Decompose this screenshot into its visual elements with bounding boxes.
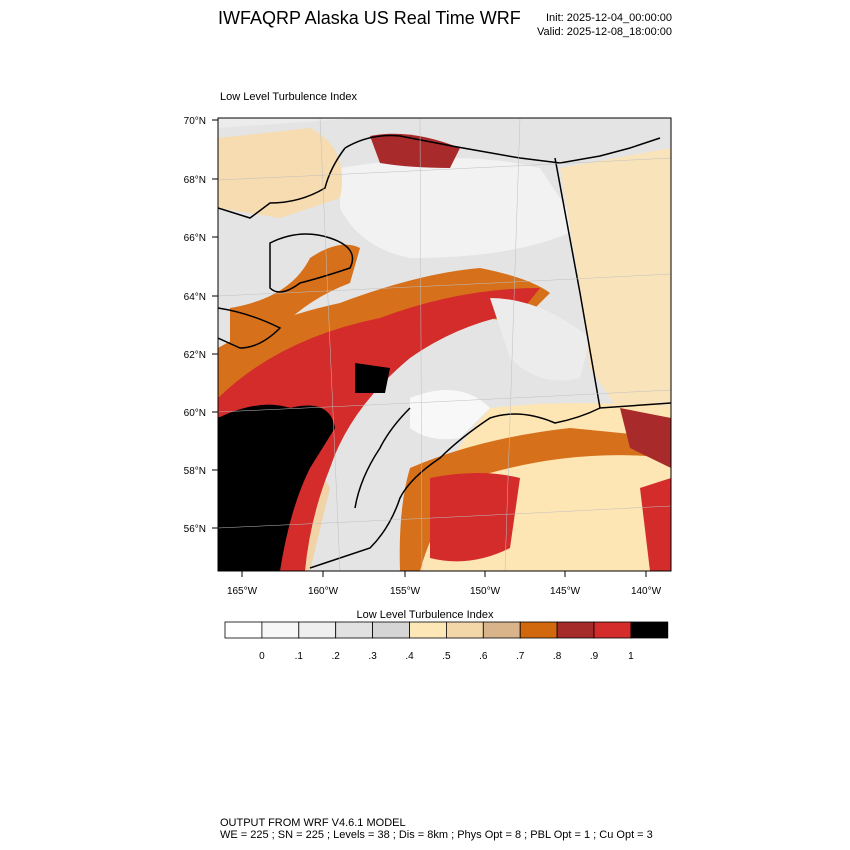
- colorbar-label: .3: [368, 651, 377, 662]
- colorbar-swatch: [482, 621, 521, 639]
- colorbar-swatch: [630, 621, 669, 639]
- lon-label: 165°W: [227, 586, 258, 597]
- colorbar-label: .7: [516, 651, 525, 662]
- lat-label: 58°N: [184, 466, 206, 477]
- colorbar-swatch: [556, 621, 595, 639]
- page-title: IWFAQRP Alaska US Real Time WRF: [218, 8, 521, 28]
- colorbar-swatch: [445, 621, 484, 639]
- coastlines: [218, 134, 671, 569]
- map-field: [218, 118, 671, 571]
- colorbar-label: .5: [442, 651, 451, 662]
- turbulence-map: 70°N 68°N 66°N 64°N 62°N 60°N 58°N 56°N …: [184, 116, 672, 597]
- lon-label: 145°W: [550, 586, 581, 597]
- lon-label: 140°W: [631, 586, 662, 597]
- colorbar-label: .6: [479, 651, 488, 662]
- colorbar-swatch: [335, 621, 373, 639]
- colorbar-title: Low Level Turbulence Index: [356, 609, 494, 621]
- colorbar-label: 1: [628, 651, 634, 662]
- colorbar: 0 .1 .2 .3 .4 .5 .6 .7 .8 .9 1: [224, 621, 669, 662]
- lat-label: 66°N: [184, 233, 206, 244]
- lon-label: 160°W: [308, 586, 339, 597]
- lat-axis-labels: 70°N 68°N 66°N 64°N 62°N 60°N 58°N 56°N: [184, 116, 206, 535]
- colorbar-swatch: [261, 621, 300, 639]
- colorbar-swatch: [224, 621, 263, 639]
- colorbar-label: .1: [295, 651, 304, 662]
- lon-axis-labels: 165°W 160°W 155°W 150°W 145°W 140°W: [227, 586, 662, 597]
- lat-label: 64°N: [184, 292, 206, 303]
- field-title: Low Level Turbulence Index: [220, 91, 357, 103]
- model-info-line-2: WE = 225 ; SN = 225 ; Levels = 38 ; Dis …: [220, 829, 653, 841]
- colorbar-label: 0: [259, 651, 265, 662]
- colorbar-label: .8: [553, 651, 562, 662]
- lat-label: 68°N: [184, 175, 206, 186]
- colorbar-label: .9: [590, 651, 599, 662]
- model-info-line-1: OUTPUT FROM WRF V4.6.1 MODEL: [220, 817, 406, 829]
- lat-label: 60°N: [184, 408, 206, 419]
- lon-label: 155°W: [390, 586, 421, 597]
- colorbar-swatch: [298, 621, 337, 639]
- lat-label: 62°N: [184, 350, 206, 361]
- colorbar-swatch: [519, 621, 558, 639]
- lat-label: 70°N: [184, 116, 206, 127]
- colorbar-swatch: [409, 621, 447, 639]
- colorbar-swatch: [593, 621, 632, 639]
- colorbar-label: .2: [332, 651, 341, 662]
- colorbar-swatch: [372, 621, 410, 639]
- lon-label: 150°W: [470, 586, 501, 597]
- init-time: Init: 2025-12-04_00:00:00: [546, 12, 672, 24]
- colorbar-label: .4: [405, 651, 414, 662]
- valid-time: Valid: 2025-12-08_18:00:00: [537, 26, 672, 38]
- lat-label: 56°N: [184, 524, 206, 535]
